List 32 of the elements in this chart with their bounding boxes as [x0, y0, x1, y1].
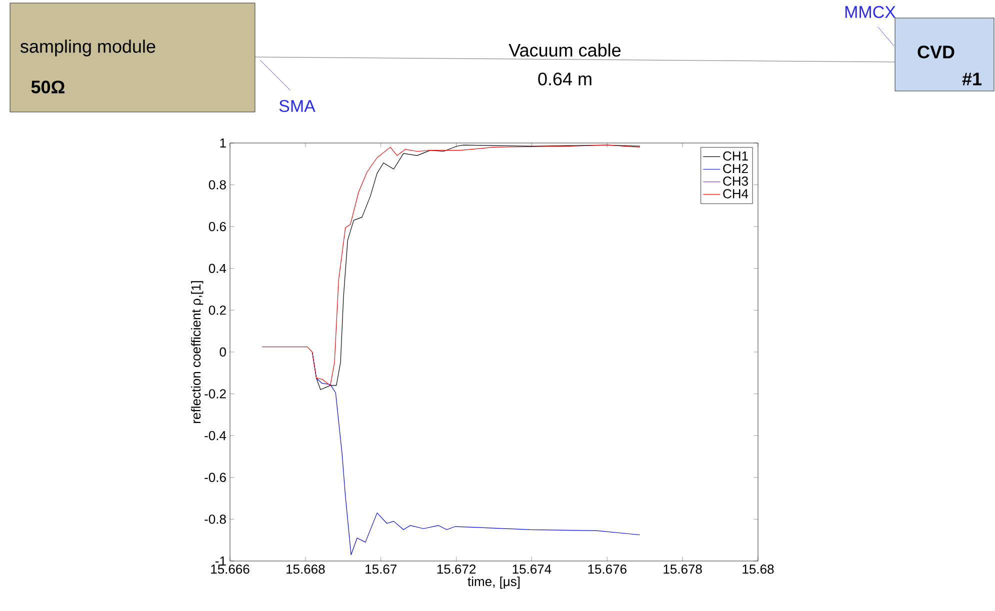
x-tick-label: 15.678: [664, 564, 702, 574]
x-tick-label: 15.668: [286, 564, 325, 574]
x-tick-label: 15.67: [366, 564, 396, 574]
x-axis-title: time, [μs]: [468, 576, 520, 589]
x-tick-label: 15.672: [437, 564, 476, 574]
y-tick-label: -0.8: [204, 514, 226, 524]
text: Vacuum cable: [508, 43, 621, 57]
x-tick-label: 15.674: [512, 564, 552, 574]
y-tick-label: 0.8: [208, 180, 226, 190]
y-tick-label: -0.2: [204, 389, 226, 398]
legend-label: CH3: [723, 176, 748, 186]
y-tick-label: 0.4: [208, 264, 226, 274]
legend-label: CH1: [723, 151, 748, 161]
x-tick-label: 15.666: [211, 564, 250, 574]
y-tick-label: -0.6: [204, 472, 226, 482]
y-tick-label: 0.6: [208, 222, 226, 232]
y-tick-label: 0: [220, 347, 226, 357]
text: 0.64 m: [538, 72, 592, 86]
legend-label: CH2: [723, 164, 748, 174]
legend-label: CH4: [723, 189, 748, 198]
x-tick-label: 15.68: [742, 564, 774, 574]
text: 50Ω: [31, 80, 64, 94]
text: MMCX: [845, 6, 896, 18]
text: CVD: [918, 46, 954, 58]
y-tick-label: 1: [220, 138, 226, 148]
y-tick-label: -0.4: [204, 431, 226, 440]
y-tick-label: 0.2: [208, 306, 226, 315]
text: SMA: [279, 100, 316, 112]
text: sampling module: [20, 40, 156, 56]
text: #1: [962, 72, 982, 86]
y-axis-title: reflection coefficient ρ,[1]: [191, 281, 204, 424]
x-tick-label: 15.676: [588, 564, 626, 574]
